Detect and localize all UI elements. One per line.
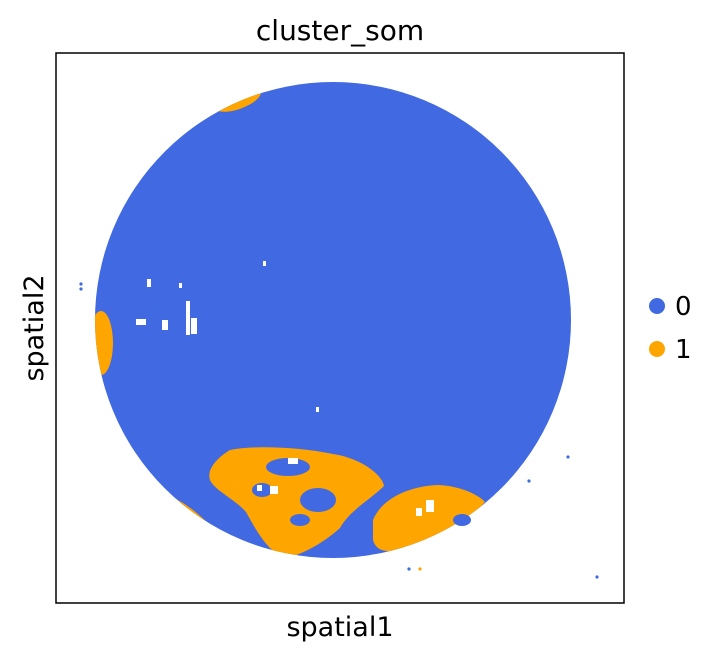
plot-area <box>79 82 599 579</box>
cluster-1-region-left-edge <box>95 311 113 375</box>
legend-label-1: 1 <box>675 335 692 365</box>
cluster-0-region <box>95 82 571 558</box>
cluster-1-region-bottom-center <box>209 447 384 558</box>
legend-marker-0 <box>649 298 665 314</box>
chart-title: cluster_som <box>256 14 424 47</box>
y-axis-label: spatial2 <box>19 274 50 381</box>
outlier-spots <box>79 282 599 579</box>
legend: 0 1 <box>649 292 692 365</box>
x-axis-label: spatial1 <box>286 612 393 643</box>
legend-label-0: 0 <box>675 292 692 322</box>
cluster-1-region-bottom-right <box>373 485 485 552</box>
legend-marker-1 <box>649 341 665 357</box>
gaps-in-tissue <box>136 261 434 516</box>
